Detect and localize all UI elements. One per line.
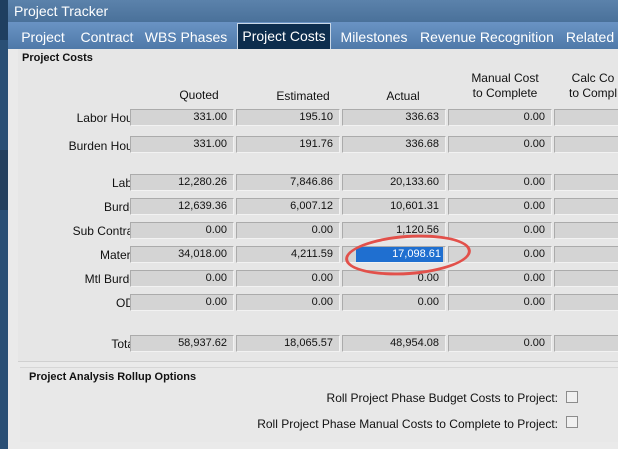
cell-material-estimated[interactable]: 4,211.59 — [236, 246, 340, 263]
row-label-totals: Totals: — [111, 337, 146, 351]
cell-mtl-burden-actual[interactable]: 0.00 — [342, 270, 446, 287]
row-label-labor-hours: Labor Hours: — [76, 111, 146, 125]
rollup-title: Project Analysis Rollup Options — [29, 371, 197, 383]
cell-odc-calc[interactable] — [554, 294, 618, 311]
column-header-calc-cost: Calc Co to Compl — [568, 71, 618, 100]
left-edge-strip — [0, 0, 8, 449]
tab-contract[interactable]: Contract — [80, 29, 134, 45]
cell-labor-estimated[interactable]: 7,846.86 — [236, 174, 340, 191]
column-header-estimated: Estimated — [276, 89, 330, 103]
cell-totals-calc[interactable] — [554, 335, 618, 352]
cell-mtl-burden-estimated[interactable]: 0.00 — [236, 270, 340, 287]
cell-labor-hours-quoted[interactable]: 331.00 — [130, 109, 234, 126]
cell-material-manual[interactable]: 0.00 — [448, 246, 552, 263]
cell-totals-manual[interactable]: 0.00 — [448, 335, 552, 352]
cell-burden-hours-quoted[interactable]: 331.00 — [130, 136, 234, 153]
tab-project-costs[interactable]: Project Costs — [237, 23, 331, 49]
cell-burden-hours-actual[interactable]: 336.68 — [342, 136, 446, 153]
cell-sub-contract-calc[interactable] — [554, 222, 618, 239]
cell-burden-estimated[interactable]: 6,007.12 — [236, 198, 340, 215]
section-title: Project Costs — [22, 52, 93, 64]
cell-totals-actual[interactable]: 48,954.08 — [342, 335, 446, 352]
cell-labor-hours-calc[interactable] — [554, 109, 618, 126]
cell-sub-contract-actual[interactable]: 1,120.56 — [342, 222, 446, 239]
cell-labor-quoted[interactable]: 12,280.26 — [130, 174, 234, 191]
cell-sub-contract-estimated[interactable]: 0.00 — [236, 222, 340, 239]
cell-labor-hours-estimated[interactable]: 195.10 — [236, 109, 340, 126]
row-label-material: Material: — [99, 248, 146, 262]
cell-material-quoted[interactable]: 34,018.00 — [130, 246, 234, 263]
row-label-sub-contract: Sub Contract: — [72, 224, 146, 238]
cell-sub-contract-quoted[interactable]: 0.00 — [130, 222, 234, 239]
cell-odc-manual[interactable]: 0.00 — [448, 294, 552, 311]
cell-material-actual[interactable]: 17,098.61 — [342, 246, 446, 263]
cell-totals-quoted[interactable]: 58,937.62 — [130, 335, 234, 352]
cell-burden-actual[interactable]: 10,601.31 — [342, 198, 446, 215]
cell-labor-actual[interactable]: 20,133.60 — [342, 174, 446, 191]
selected-text: 17,098.61 — [356, 247, 443, 262]
cell-burden-calc[interactable] — [554, 198, 618, 215]
tab-revenue-recognition[interactable]: Revenue Recognition — [420, 29, 554, 45]
cell-burden-hours-manual[interactable]: 0.00 — [448, 136, 552, 153]
project-costs-panel: Project Costs Quoted Estimated Actual Ma… — [18, 49, 618, 362]
row-label-burden-hours: Burden Hours: — [68, 139, 146, 153]
cell-sub-contract-manual[interactable]: 0.00 — [448, 222, 552, 239]
rollup-budget-label: Roll Project Phase Budget Costs to Proje… — [326, 391, 558, 405]
tab-related[interactable]: Related — [565, 29, 615, 45]
tab-wbs-phases[interactable]: WBS Phases — [144, 29, 228, 45]
cell-mtl-burden-manual[interactable]: 0.00 — [448, 270, 552, 287]
rollup-manual-label: Roll Project Phase Manual Costs to Compl… — [257, 417, 558, 431]
rollup-manual-checkbox[interactable] — [566, 416, 578, 428]
cell-material-calc[interactable] — [554, 246, 618, 263]
cell-burden-manual[interactable]: 0.00 — [448, 198, 552, 215]
cell-mtl-burden-calc[interactable] — [554, 270, 618, 287]
tab-bar: Project Contract WBS Phases Project Cost… — [8, 22, 618, 49]
column-header-quoted: Quoted — [179, 88, 219, 102]
row-label-mtl-burden: Mtl Burden: — [84, 272, 146, 286]
cell-totals-estimated[interactable]: 18,065.57 — [236, 335, 340, 352]
column-header-actual: Actual — [386, 89, 420, 103]
row-label-odc: ODC: — [18, 296, 146, 310]
tab-project[interactable]: Project — [21, 29, 65, 45]
tab-milestones[interactable]: Milestones — [340, 29, 408, 45]
cell-labor-hours-actual[interactable]: 336.63 — [342, 109, 446, 126]
cell-odc-estimated[interactable]: 0.00 — [236, 294, 340, 311]
cell-labor-hours-manual[interactable]: 0.00 — [448, 109, 552, 126]
row-label-labor: Labor: — [111, 176, 146, 190]
cell-mtl-burden-quoted[interactable]: 0.00 — [130, 270, 234, 287]
cell-burden-hours-calc[interactable] — [554, 136, 618, 153]
left-edge-mark — [0, 150, 8, 210]
cell-burden-hours-estimated[interactable]: 191.76 — [236, 136, 340, 153]
cell-odc-quoted[interactable]: 0.00 — [130, 294, 234, 311]
row-label-burden: Burden: — [103, 200, 146, 214]
window-title: Project Tracker — [8, 0, 618, 22]
cell-burden-quoted[interactable]: 12,639.36 — [130, 198, 234, 215]
column-header-manual-cost: Manual Cost to Complete — [471, 71, 539, 100]
left-edge-mark — [0, 0, 8, 40]
cell-odc-actual[interactable]: 0.00 — [342, 294, 446, 311]
rollup-budget-checkbox[interactable] — [566, 391, 578, 403]
cell-labor-manual[interactable]: 0.00 — [448, 174, 552, 191]
content-area: Project Costs Quoted Estimated Actual Ma… — [8, 49, 618, 449]
cell-labor-calc[interactable] — [554, 174, 618, 191]
rollup-options-panel: Project Analysis Rollup Options Roll Pro… — [20, 367, 618, 442]
